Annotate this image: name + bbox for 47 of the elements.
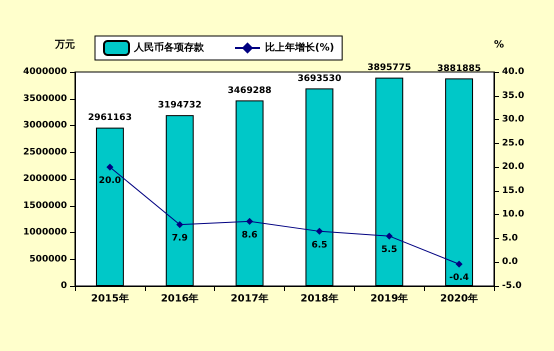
point xyxy=(316,228,323,235)
y2-tick-label: 35.0 xyxy=(502,90,524,101)
x-tick-label: 2018年 xyxy=(300,292,338,304)
y-tick-label: 2500000 xyxy=(23,147,67,158)
data-label: 3693530 xyxy=(297,74,342,84)
y-axis-title: 万元 xyxy=(54,38,75,50)
y-tick-label: 1000000 xyxy=(23,228,67,238)
point xyxy=(106,164,114,171)
x-tick-label: 2017年 xyxy=(230,292,269,304)
data-label: 3469288 xyxy=(228,86,272,96)
y2-tick-label: 25.0 xyxy=(502,138,524,148)
point xyxy=(246,218,254,225)
data-label: 8.6 xyxy=(242,230,258,240)
x-tick-label: 2015年 xyxy=(90,292,129,304)
y2-tick-label: 5.0 xyxy=(502,233,518,244)
data-label: 3881885 xyxy=(437,64,482,74)
y-tick-label: 3500000 xyxy=(23,94,67,104)
y-tick-label: 3000000 xyxy=(23,120,67,130)
data-label: 5.5 xyxy=(381,245,398,256)
y-tick-label: 1500000 xyxy=(23,200,67,211)
point xyxy=(456,260,463,268)
y2-tick-label: 20.0 xyxy=(502,162,524,172)
y2-tick-label: -5.0 xyxy=(502,281,522,291)
y2-tick-label: 10.0 xyxy=(502,210,524,220)
point xyxy=(386,232,393,240)
y-tick-label: 500000 xyxy=(29,254,67,264)
data-label: 2961163 xyxy=(88,113,132,124)
legend-label: 比上年增长(%) xyxy=(265,42,334,54)
data-label: 3895775 xyxy=(367,63,412,74)
legend-label: 人民币各项存款 xyxy=(133,42,205,54)
data-label: 3194732 xyxy=(158,100,202,111)
data-label: -0.4 xyxy=(449,273,469,284)
y2-tick-label: 15.0 xyxy=(502,186,524,196)
x-tick-label: 2016年 xyxy=(160,292,199,304)
y-tick-label: 4000000 xyxy=(23,67,67,77)
data-label: 7.9 xyxy=(172,234,188,244)
data-label: 20.0 xyxy=(98,176,122,186)
x-tick-label: 2019年 xyxy=(370,292,408,304)
y2-tick-label: 0.0 xyxy=(502,257,518,268)
y2-axis-title: % xyxy=(494,40,504,50)
y2-tick-label: 40.0 xyxy=(502,67,524,77)
y-tick-label: 2000000 xyxy=(23,174,67,184)
x-tick-label: 2020年 xyxy=(440,292,478,304)
y-tick-label: 0 xyxy=(60,281,67,291)
data-label: 6.5 xyxy=(311,240,328,250)
point xyxy=(176,221,184,228)
y2-tick-label: 30.0 xyxy=(502,114,524,125)
